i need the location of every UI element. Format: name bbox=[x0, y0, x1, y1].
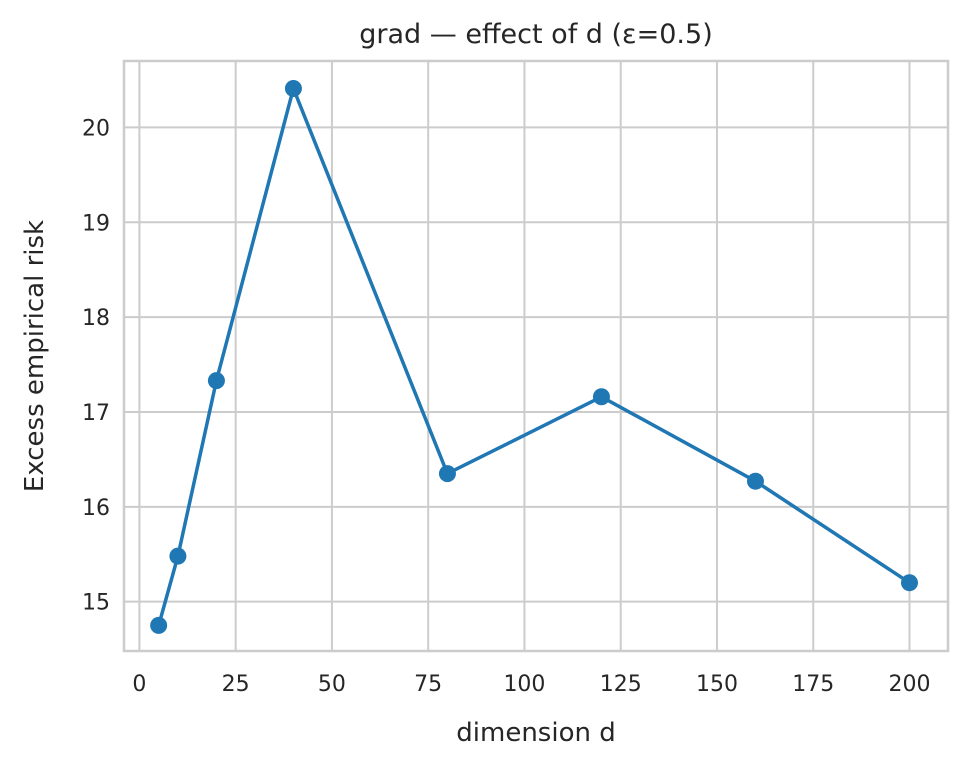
plot-frame bbox=[122, 59, 950, 653]
data-point bbox=[150, 616, 168, 634]
x-tick-label: 75 bbox=[414, 672, 442, 697]
x-gridlines bbox=[138, 61, 911, 651]
x-tick-label: 0 bbox=[132, 672, 146, 697]
data-point bbox=[438, 465, 456, 483]
data-point bbox=[169, 547, 187, 565]
y-gridlines bbox=[124, 126, 948, 603]
y-tick-label: 19 bbox=[82, 211, 110, 236]
x-tick-label: 175 bbox=[792, 672, 834, 697]
data-points bbox=[150, 80, 918, 634]
x-tick-labels: 0 25 50 75 100 125 150 175 200 bbox=[132, 672, 930, 697]
x-tick-label: 150 bbox=[696, 672, 738, 697]
x-axis-title: dimension d bbox=[456, 718, 615, 748]
y-tick-label: 17 bbox=[82, 401, 110, 426]
y-tick-label: 15 bbox=[82, 591, 110, 616]
data-point bbox=[746, 472, 764, 490]
y-tick-label: 16 bbox=[82, 496, 110, 521]
x-tick-label: 50 bbox=[318, 672, 346, 697]
x-tick-label: 100 bbox=[503, 672, 545, 697]
data-point bbox=[284, 80, 302, 98]
series-line bbox=[156, 86, 912, 628]
y-tick-labels: 15 16 17 18 19 20 bbox=[82, 116, 110, 615]
chart-title: grad — effect of d (ε=0.5) bbox=[359, 19, 712, 50]
y-axis-title: Excess empirical risk bbox=[20, 220, 50, 492]
x-tick-label: 200 bbox=[888, 672, 930, 697]
data-point bbox=[900, 574, 918, 592]
x-tick-label: 125 bbox=[600, 672, 642, 697]
data-point bbox=[592, 388, 610, 406]
y-tick-label: 18 bbox=[82, 306, 110, 331]
data-point bbox=[207, 372, 225, 390]
y-tick-label: 20 bbox=[82, 116, 110, 141]
x-tick-label: 25 bbox=[222, 672, 250, 697]
